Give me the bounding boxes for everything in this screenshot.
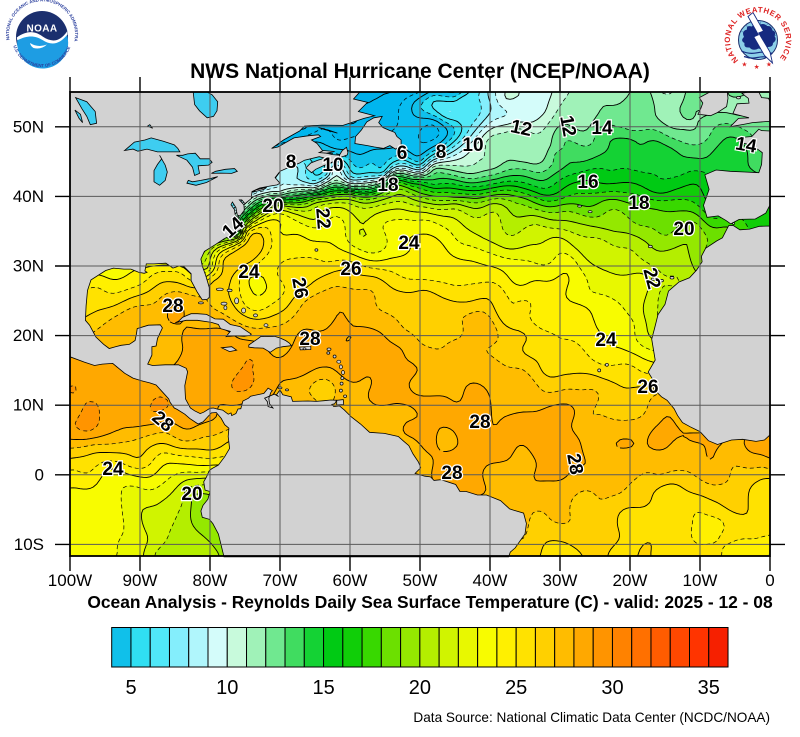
svg-text:30W: 30W [543,571,578,590]
svg-text:18: 18 [628,193,649,214]
svg-text:20: 20 [262,196,283,217]
svg-text:26: 26 [287,276,311,300]
svg-text:24: 24 [398,233,420,254]
svg-text:100W: 100W [48,571,92,590]
svg-text:50N: 50N [13,117,44,136]
svg-text:40N: 40N [13,187,44,206]
svg-text:18: 18 [377,175,398,196]
svg-text:28: 28 [299,329,320,350]
svg-text:50W: 50W [403,571,438,590]
svg-text:40W: 40W [473,571,508,590]
svg-text:10W: 10W [683,571,718,590]
svg-text:28: 28 [441,463,462,484]
svg-text:12: 12 [555,114,579,138]
svg-text:10: 10 [322,155,343,176]
svg-text:★: ★ [742,61,748,69]
svg-text:20: 20 [181,484,202,505]
svg-text:24: 24 [238,262,260,283]
svg-text:NWS National Hurricane Center: NWS National Hurricane Center (NCEP/NOAA… [190,60,650,83]
svg-text:70W: 70W [263,571,298,590]
svg-text:60W: 60W [333,571,368,590]
svg-text:35: 35 [698,677,720,699]
svg-text:10S: 10S [14,535,44,554]
svg-text:26: 26 [637,377,658,398]
svg-text:30N: 30N [13,257,44,276]
svg-text:20: 20 [409,677,431,699]
svg-text:24: 24 [595,330,617,351]
svg-text:28: 28 [562,452,586,476]
svg-text:90W: 90W [123,571,158,590]
svg-text:20: 20 [673,219,694,240]
svg-text:28: 28 [469,412,490,433]
svg-text:6: 6 [397,143,408,164]
svg-text:20W: 20W [613,571,648,590]
svg-text:14: 14 [734,133,759,157]
svg-text:10: 10 [462,135,483,156]
svg-text:Ocean Analysis - Reynolds Dail: Ocean Analysis - Reynolds Daily Sea Surf… [87,592,773,612]
svg-text:10N: 10N [13,396,44,415]
svg-text:Data Source: National Climatic: Data Source: National Climatic Data Cent… [413,710,770,725]
svg-text:8: 8 [436,142,447,163]
svg-text:5: 5 [125,677,136,699]
svg-text:8: 8 [286,152,297,173]
svg-text:20N: 20N [13,326,44,345]
svg-text:12: 12 [509,116,534,141]
svg-text:0: 0 [35,465,44,484]
svg-text:24: 24 [102,459,124,480]
svg-text:26: 26 [340,259,361,280]
svg-text:10: 10 [216,677,238,699]
svg-text:30: 30 [601,677,623,699]
svg-text:15: 15 [312,677,334,699]
svg-text:28: 28 [162,296,183,317]
svg-text:22: 22 [311,207,334,230]
svg-text:14: 14 [591,118,613,139]
svg-text:NOAA: NOAA [26,24,57,35]
svg-text:★: ★ [766,61,772,69]
svg-text:0: 0 [765,571,774,590]
svg-text:80W: 80W [193,571,228,590]
svg-text:16: 16 [577,172,598,193]
svg-text:25: 25 [505,677,527,699]
svg-text:★: ★ [754,63,760,71]
